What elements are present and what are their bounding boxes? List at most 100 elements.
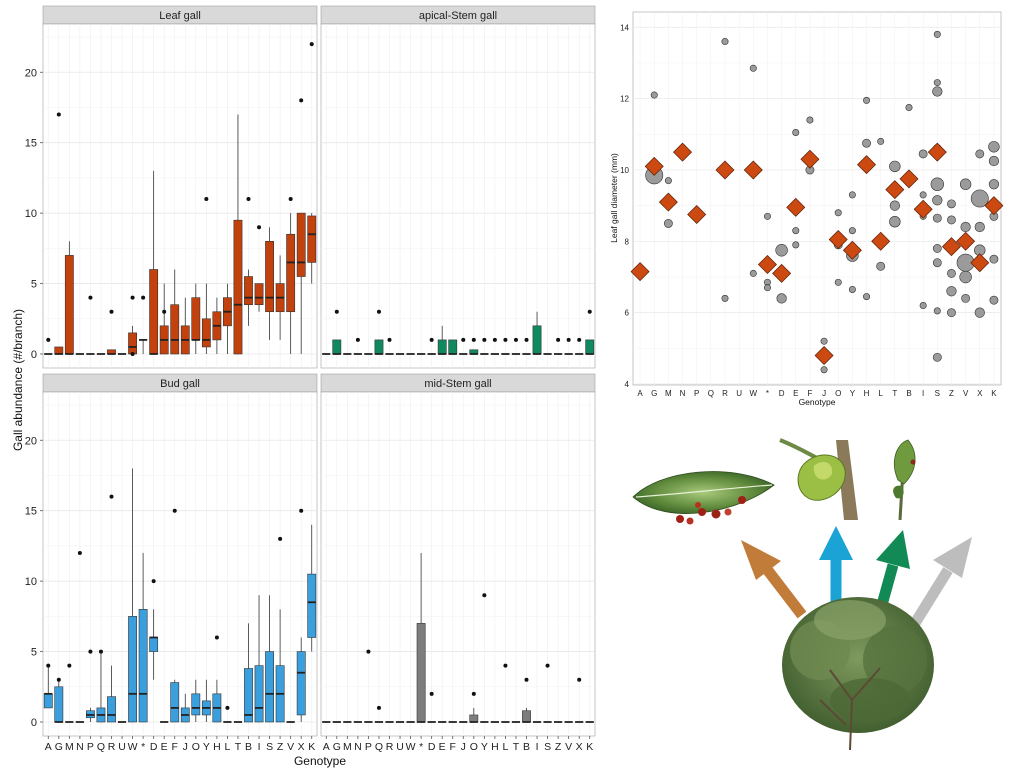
x-tick-label: A (323, 741, 330, 753)
outlier-point (429, 337, 434, 342)
mean-diamond-N (673, 142, 693, 162)
mean-diamond-Y (842, 240, 862, 260)
scatter-bubble (792, 129, 800, 137)
scatter-x-tick-label: P (694, 389, 699, 398)
x-tick-label: B (245, 741, 252, 753)
scatter-bubble (863, 293, 871, 301)
scatter-bubble (919, 191, 927, 199)
outlier-point (162, 309, 167, 314)
outlier-point (376, 705, 381, 710)
x-tick-label: I (258, 741, 261, 753)
box-iqr-X (296, 651, 306, 716)
scatter-plot-area (632, 11, 1002, 386)
x-tick-label: W (406, 741, 416, 753)
scatter-mean-diamonds (630, 142, 1004, 365)
arrow-to-leaf-gall (741, 540, 807, 619)
scatter-bubble (820, 366, 828, 374)
x-tick-label: R (108, 741, 116, 753)
x-tick-label: T (235, 741, 242, 753)
outlier-point (524, 337, 529, 342)
mean-diamond-O (828, 230, 848, 250)
outlier-point (98, 649, 103, 654)
scatter-bubble (876, 261, 886, 271)
box-iqr-K (307, 215, 317, 263)
facet-panel-leaf-gall: Leaf gall (42, 5, 318, 369)
scatter-bubble (947, 269, 956, 278)
scatter-x-tick-label: N (680, 389, 686, 398)
scatter-bubble (749, 269, 757, 277)
x-tick-label: D (150, 741, 158, 753)
outlier-point (56, 677, 61, 682)
plot-area-mid-stem-gall (320, 391, 596, 737)
box-iqr-A (43, 693, 53, 709)
mean-diamond-E (786, 197, 806, 217)
outlier-point (130, 352, 135, 356)
outlier-point (56, 112, 61, 117)
x-tick-label: P (87, 741, 94, 753)
illustration (632, 438, 972, 751)
arrow-to-bud-gall (819, 526, 853, 610)
scatter-bubble (806, 116, 814, 124)
gridlines-apical-stem-gall (321, 24, 595, 368)
scatter-x-tick-label: J (822, 389, 826, 398)
scatter-x-tick-label: W (750, 389, 758, 398)
mean-diamond-* (757, 255, 777, 274)
mean-diamond-W (743, 160, 763, 180)
x-tick-label: U (396, 741, 404, 753)
x-tick-label: F (450, 741, 456, 753)
box-iqr-K (307, 573, 317, 638)
box-iqr-M (64, 255, 74, 355)
box-iqr-* (138, 609, 148, 723)
x-tick-label: B (523, 741, 530, 753)
scatter-bubble (947, 199, 956, 209)
scatter-x-tick-label: R (722, 389, 728, 398)
outlier-point (246, 197, 251, 202)
scatter-x-tick-label: O (835, 389, 841, 398)
scatter-bubble (932, 352, 942, 362)
y-tick-label: 10 (25, 208, 37, 220)
outlier-point (566, 337, 571, 342)
outlier-point (77, 550, 82, 555)
outlier-point (556, 337, 561, 342)
scatter-bubble (721, 38, 729, 46)
outlier-point (46, 663, 51, 668)
mean-diamond-P (687, 205, 707, 225)
scatter-x-tick-label: M (665, 389, 672, 398)
outlier-point (288, 197, 293, 202)
scatter-x-tick-label: G (651, 389, 657, 398)
mean-diamond-K (984, 196, 1004, 216)
box-iqr-G (54, 346, 64, 355)
x-tick-label: I (536, 741, 539, 753)
y-tick-label: 15 (25, 506, 37, 518)
x-tick-label: F (172, 741, 178, 753)
scatter-bubble (834, 209, 842, 217)
scatter-bubble (775, 244, 788, 257)
scatter-x-tick-label: F (807, 389, 812, 398)
box-iqr-B (244, 276, 253, 305)
mean-diamond-T (885, 180, 905, 200)
outlier-point (46, 337, 51, 342)
scatter-bubble (650, 91, 658, 99)
outlier-point (577, 337, 582, 342)
scatter-bubble (970, 189, 989, 208)
scatter-bubble (889, 200, 900, 211)
scatter-bubble (947, 215, 956, 225)
y-tick-label: 20 (25, 67, 37, 79)
scatter-bubble (749, 64, 757, 72)
scatter-bubble (960, 221, 971, 233)
scatter-bubble (919, 302, 927, 310)
mean-diamond-V (956, 231, 976, 251)
scatter-x-tick-label: D (779, 389, 785, 398)
scatter-bubble (848, 285, 856, 293)
scatter-bubble (889, 160, 901, 173)
box-iqr-B (244, 668, 253, 723)
scatter-bubble (975, 149, 985, 159)
bud-gall-photo (779, 438, 869, 520)
mean-diamond-S (927, 142, 947, 162)
arrow-to-apical-stem-gall (874, 530, 910, 614)
box-iqr-R (107, 696, 116, 723)
box-iqr-D (149, 269, 159, 355)
mean-diamond-A (630, 262, 650, 282)
x-tick-label: K (308, 741, 315, 753)
x-tick-label: O (192, 741, 200, 753)
